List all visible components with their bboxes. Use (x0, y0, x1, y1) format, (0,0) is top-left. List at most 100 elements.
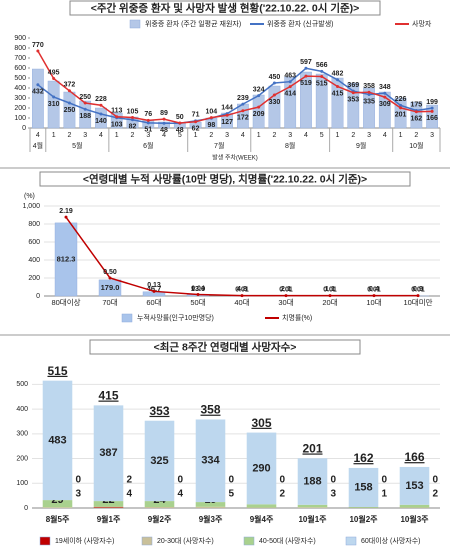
x-axis-label: 발생 주차(WEEK) (212, 154, 257, 162)
x-tick-label: 5 (178, 132, 182, 139)
point (288, 85, 292, 89)
chart-title: <최근 8주간 연령대별 사망자수> (154, 340, 297, 353)
x-tick-label: 4 (304, 132, 308, 139)
x-tick-label: 3 (83, 132, 87, 139)
bar-segment (42, 380, 73, 501)
x-tick-label: 4 (162, 132, 166, 139)
point (146, 121, 150, 125)
point (36, 83, 40, 87)
point-label: 103 (111, 122, 123, 129)
bar-segment (246, 504, 277, 508)
bar-segment (348, 507, 379, 508)
point-label: 188 (79, 113, 91, 120)
point-label: 48 (176, 127, 184, 134)
total-label: 358 (200, 403, 220, 417)
point (320, 75, 324, 78)
point (336, 78, 339, 82)
bar-label: 179.0 (101, 283, 120, 292)
point-label: 566 (316, 62, 328, 69)
point-label: 228 (95, 96, 107, 103)
y-tick-label: 600 (28, 239, 40, 246)
total-label: 353 (149, 404, 169, 418)
segment-label: 4 (127, 489, 133, 500)
segment-label: 4 (178, 489, 184, 500)
bar-segment (42, 500, 73, 508)
point (257, 94, 261, 98)
point (367, 90, 371, 94)
point-label: 770 (32, 42, 44, 49)
legend-label: 40-50대 (사망자수) (259, 536, 316, 545)
y-tick-label: 300 (16, 431, 28, 438)
chart-title: <연령대별 누적 사망률(10만 명당), 치명률('22.10.22. 0시 … (83, 172, 367, 185)
x-tick-label: 3 (146, 132, 150, 139)
point (67, 101, 71, 105)
x-tick-label: 9월4주 (250, 514, 274, 524)
point-label: 348 (379, 84, 391, 91)
x-tick-label: 9월1주 (97, 514, 121, 524)
point (194, 120, 198, 124)
month-label: 10월 (409, 141, 423, 150)
segment-label: 1 (382, 489, 388, 500)
segment-label: 0 (433, 475, 439, 486)
segment-label: 0 (229, 475, 235, 486)
legend-label: 20-30대 (사망자수) (157, 536, 214, 545)
segment-label: 483 (48, 434, 66, 446)
legend-swatch (243, 536, 255, 546)
point-label: 372 (64, 82, 76, 89)
month-label: 4월 (33, 141, 43, 150)
point (52, 95, 56, 99)
point-label: 162 (411, 116, 423, 123)
point-label: 48 (160, 127, 168, 134)
y-tick-label: 800 (28, 221, 40, 228)
point (240, 294, 244, 298)
x-tick-label: 4 (383, 132, 387, 139)
x-tick-label: 2 (414, 132, 418, 139)
x-tick-label: 10월1주 (298, 514, 327, 524)
bar-label: 1.1 (325, 284, 335, 293)
point (67, 89, 71, 93)
point (131, 116, 134, 119)
month-label: 9월 (356, 141, 366, 150)
bar (110, 112, 123, 129)
legend-label: 19세이하 (사망자수) (55, 536, 114, 545)
month-label: 7월 (214, 141, 224, 150)
point (430, 109, 434, 113)
point-label: 50 (176, 114, 184, 121)
point-label: 482 (332, 71, 344, 78)
point-label: 0.01 (235, 286, 249, 293)
point (351, 91, 355, 95)
bar-segment (144, 501, 175, 508)
x-tick-label: 5 (320, 132, 324, 139)
x-tick-label: 1 (194, 132, 198, 139)
x-tick-label: 30대 (278, 298, 293, 307)
point-label: 0.13 (147, 282, 161, 289)
x-tick-label: 10월2주 (349, 514, 378, 524)
point-label: 309 (379, 101, 391, 108)
x-tick-label: 4 (99, 132, 103, 139)
point-label: 250 (64, 107, 76, 114)
point-label: 450 (269, 74, 281, 81)
y-tick-label: 100 (14, 115, 26, 122)
bar-segment (93, 405, 124, 502)
point (99, 103, 103, 107)
month-label: 5월 (72, 141, 82, 150)
bar-segment (348, 467, 379, 508)
point-label: 82 (129, 124, 137, 131)
y-tick-label: 500 (14, 75, 26, 82)
bar (79, 100, 92, 129)
y-tick-label: 200 (28, 275, 40, 282)
bar (284, 76, 297, 129)
point-label: 172 (237, 115, 249, 122)
y-tick-label: 0 (24, 505, 28, 512)
x-tick-label: 70대 (102, 298, 117, 307)
y-tick-label: 100 (16, 480, 28, 487)
point (383, 95, 387, 99)
line (37, 50, 433, 124)
point-label: 105 (127, 108, 139, 115)
x-tick-label: 10대미만 (403, 298, 432, 307)
month-label: 6월 (143, 141, 153, 150)
point-label: 239 (237, 95, 249, 102)
point-label: 250 (79, 94, 91, 101)
segment-label: 325 (150, 455, 168, 467)
